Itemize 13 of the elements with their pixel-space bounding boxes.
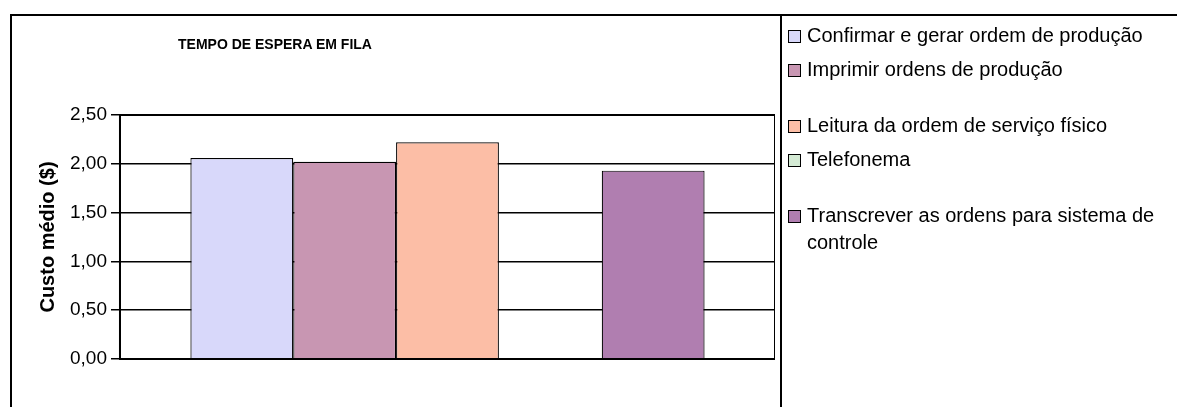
legend-label: Telefonema: [807, 147, 911, 172]
legend-label: Leitura da ordem de serviço físico: [807, 113, 1108, 138]
y-tick-label: 2,50: [70, 103, 107, 125]
chart-title: TEMPO DE ESPERA EM FILA: [178, 36, 372, 52]
legend-label: Transcrever as ordens para sistema de controle: [807, 203, 1156, 255]
y-tick-label: 2,00: [70, 152, 107, 174]
y-tick-label: 1,00: [70, 249, 107, 271]
legend-label: Confirmar e gerar ordem de produção: [807, 23, 1143, 48]
y-tick-label: 0,00: [70, 347, 107, 369]
y-axis-title: Custo médio ($): [35, 161, 58, 313]
y-tick-label: 0,50: [70, 298, 107, 320]
y-tick-label: 1,50: [70, 200, 107, 222]
legend-label: Imprimir ordens de produção: [807, 57, 1063, 82]
